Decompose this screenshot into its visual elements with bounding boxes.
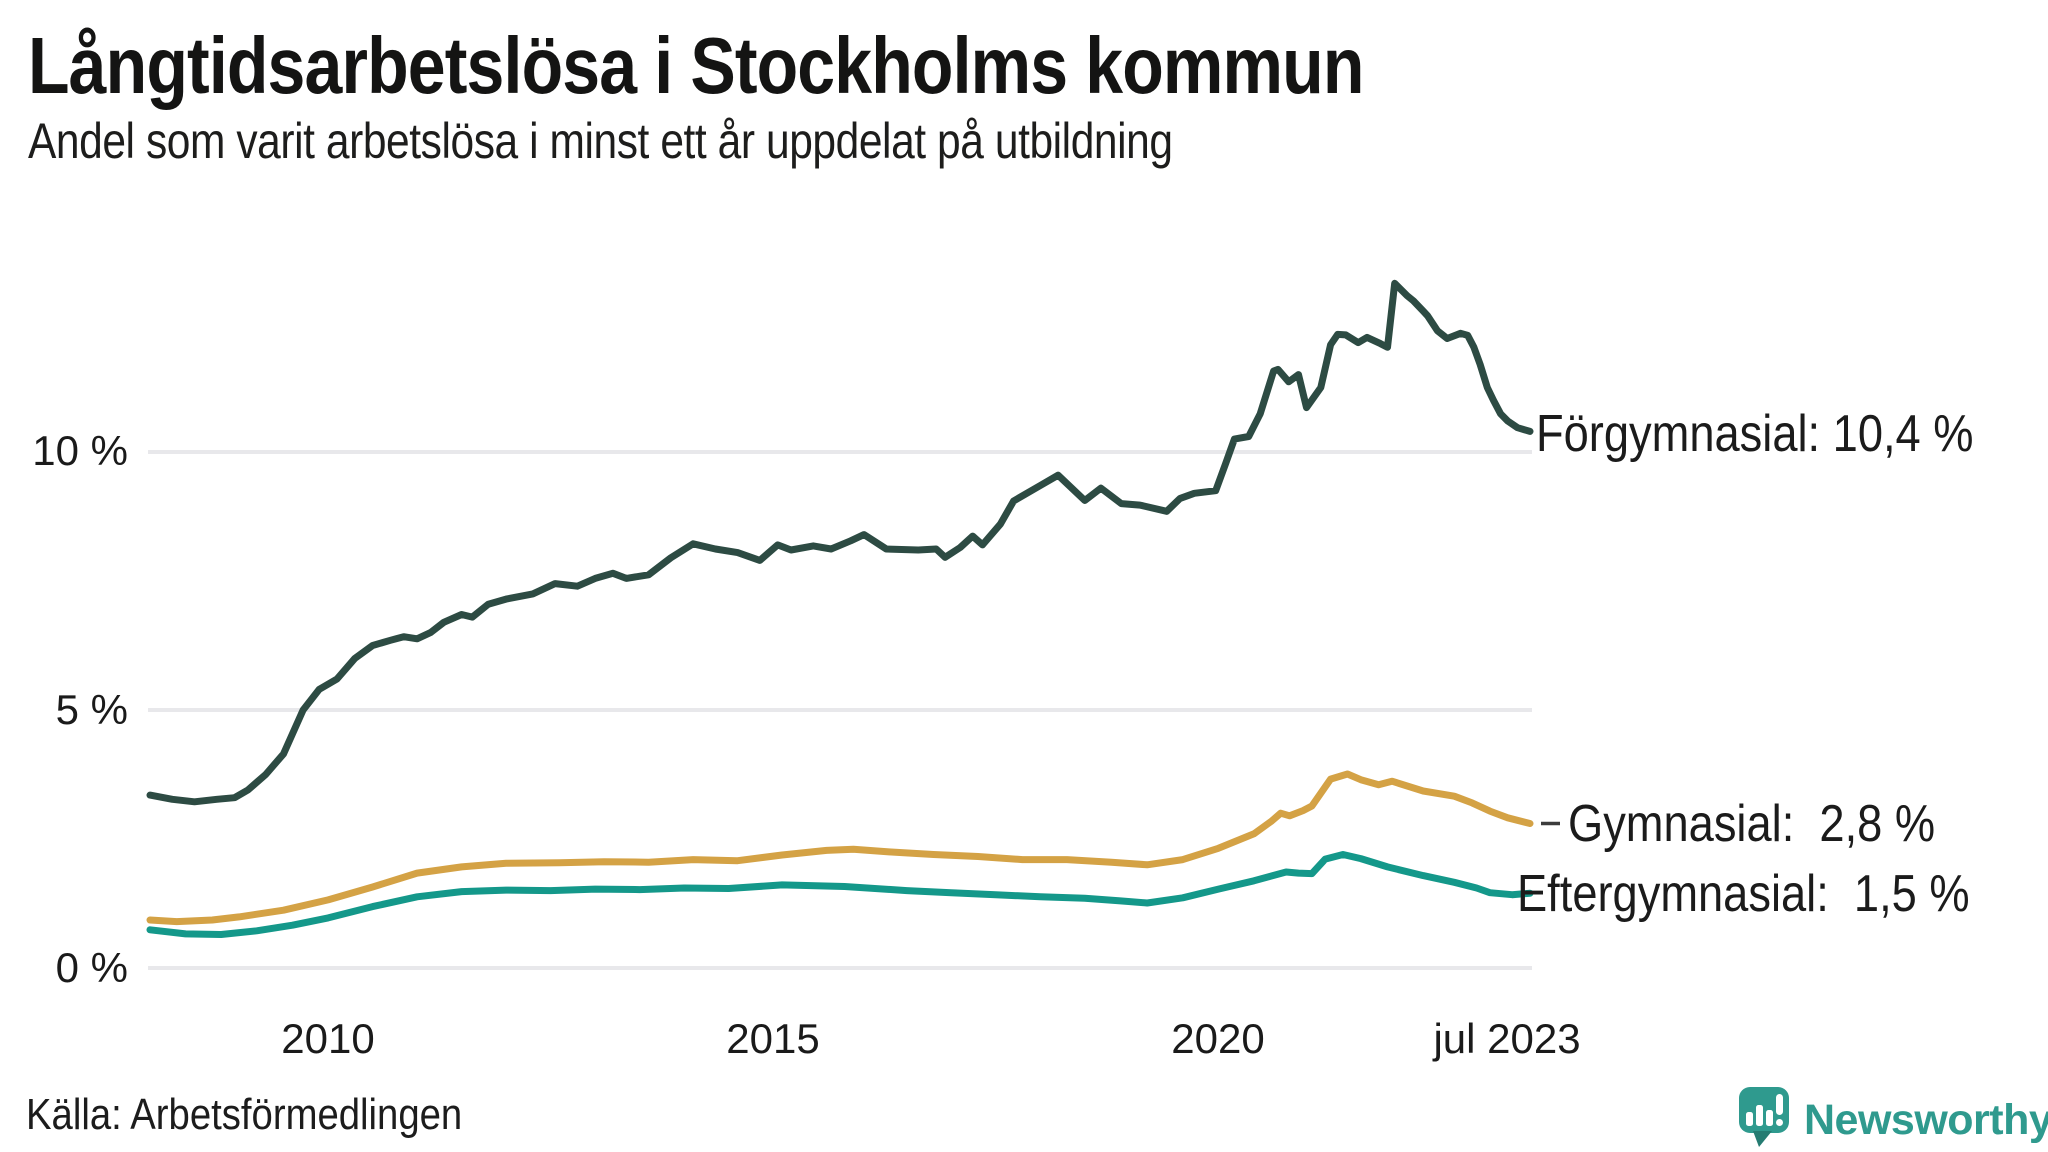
series-label-forgymnasial: Förgymnasial: 10,4 %: [1536, 405, 1974, 463]
newsworthy-bubble-chart-icon: [1738, 1086, 1790, 1152]
newsworthy-logo[interactable]: Newsworthy: [1738, 1086, 2048, 1152]
y-axis-tick-5: 5 %: [55, 686, 128, 733]
series-line-förgymnasial: [146, 279, 1534, 806]
series-label-eftergymnasial: Eftergymnasial: 1,5 %: [1517, 865, 1970, 923]
y-axis-tick-10: 10 %: [32, 427, 128, 474]
x-axis-tick-2015: 2015: [726, 1015, 820, 1062]
y-axis-tick-0: 0 %: [55, 944, 128, 991]
x-axis-tick-2010: 2010: [281, 1015, 375, 1062]
x-axis-tick-2020: 2020: [1171, 1015, 1265, 1062]
series-line-eftergymnasial: [146, 851, 1534, 938]
newsworthy-wordmark: Newsworthy: [1804, 1096, 2048, 1144]
source-credit: Källa: Arbetsförmedlingen: [26, 1090, 463, 1139]
x-axis-tick-jul-2023: jul 2023: [1433, 1015, 1581, 1062]
series-label-gymnasial: Gymnasial: 2,8 %: [1568, 795, 1936, 853]
series-line-gymnasial: [146, 770, 1534, 926]
chart-subtitle: Andel som varit arbetslösa i minst ett å…: [28, 113, 1173, 169]
page-title: Långtidsarbetslösa i Stockholms kommun: [28, 21, 1364, 110]
